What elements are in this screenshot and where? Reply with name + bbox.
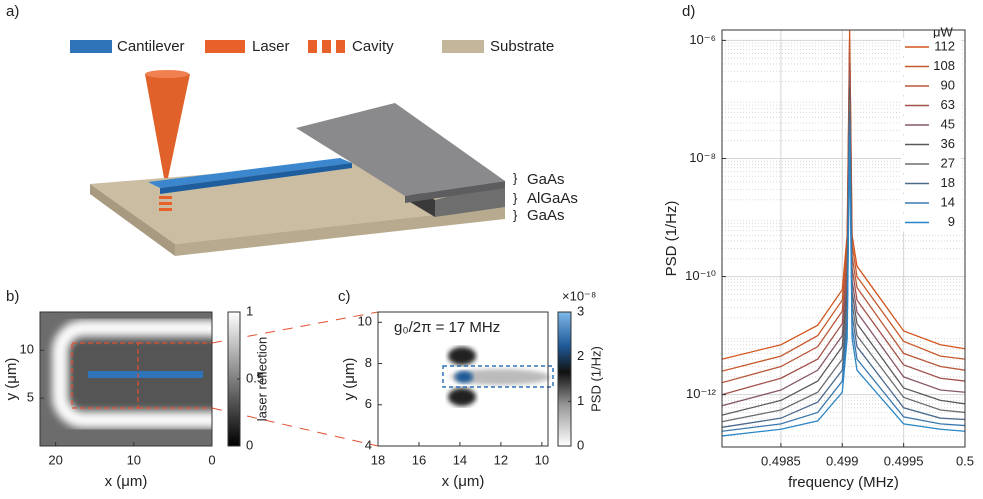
x-axis-label: frequency (MHz): [788, 474, 899, 491]
y-tick-label: 4: [365, 437, 372, 452]
panel-label: c): [338, 288, 351, 305]
colorbar-tick-label: 1: [577, 393, 584, 408]
laser-top: [145, 70, 189, 78]
colorbar-label: PSD (1/Hz): [588, 346, 603, 412]
x-axis-label: x (μm): [105, 473, 148, 490]
legend-title: μW: [933, 24, 953, 39]
brace: }: [513, 207, 518, 222]
legend-label: Laser: [252, 38, 290, 55]
legend-label: Cavity: [352, 38, 394, 55]
colorbar-tick-label: 2: [577, 348, 584, 363]
y-tick-label: 8: [365, 355, 372, 370]
y-axis-label: y (μm): [3, 358, 20, 401]
y-axis-label: PSD (1/Hz): [663, 201, 680, 277]
diagram: Cantilever Laser Cavity Substrate } } } …: [70, 38, 578, 256]
annotation: g₀/2π = 17 MHz: [394, 319, 500, 336]
x-tick-label: 0.4995: [884, 453, 924, 468]
y-axis-label: y (μm): [341, 358, 358, 401]
colorbar-multiplier: ×10⁻⁸: [562, 288, 596, 303]
legend-label: 9: [948, 214, 955, 229]
panel-label: a): [6, 3, 19, 20]
x-tick-label: 18: [371, 452, 385, 467]
x-tick-label: 10: [535, 452, 549, 467]
legend-label: 45: [941, 116, 955, 131]
colorbar-tick-label: 0: [246, 437, 253, 452]
x-tick-label: 20: [48, 452, 62, 467]
y-tick-label: 10: [20, 342, 34, 357]
figure: a) b) c) d) Cantilever Laser Cavity Subs…: [0, 0, 983, 499]
x-tick-label: 0.4985: [761, 453, 801, 468]
y-tick-label: 5: [27, 390, 34, 405]
y-tick-label: 6: [365, 396, 372, 411]
legend-label: 18: [941, 175, 955, 190]
x-axis-label: x (μm): [442, 473, 485, 490]
legend-swatch: [442, 40, 484, 53]
panel-label: d): [682, 3, 695, 20]
brace: }: [513, 190, 518, 205]
legend-label: Substrate: [490, 38, 554, 55]
x-tick-label: 12: [494, 452, 508, 467]
reflection-image: [40, 312, 235, 446]
colorbar-tick-label: 0: [577, 437, 584, 452]
x-tick-label: 0.499: [826, 453, 859, 468]
brace: }: [513, 170, 518, 185]
x-tick-label: 10: [127, 452, 141, 467]
legend-label: 14: [941, 194, 955, 209]
y-tick-label: 10⁻¹⁰: [685, 268, 716, 283]
colorbar-tick-label: 1: [246, 303, 253, 318]
x-tick-label: 16: [412, 452, 426, 467]
layer-label: GaAs: [527, 207, 565, 224]
legend-label: Cantilever: [117, 38, 185, 55]
panel-label: b): [6, 288, 19, 305]
legend-swatch: [205, 40, 245, 53]
layer-label: AlGaAs: [527, 190, 578, 207]
y-tick-label: 10⁻¹²: [686, 386, 717, 401]
legend-label: 63: [941, 97, 955, 112]
x-tick-label: 0: [208, 452, 215, 467]
laser: [145, 74, 190, 178]
legend-label: 27: [941, 155, 955, 170]
legend-label: 90: [941, 77, 955, 92]
y-tick-label: 10: [358, 314, 372, 329]
cavity: [159, 196, 172, 211]
y-tick-label: 10⁻⁸: [689, 150, 716, 165]
legend-swatch: [308, 40, 345, 53]
colorbar-tick-label: 3: [577, 303, 584, 318]
legend-swatch: [70, 40, 112, 53]
colorbar-label: laser reflection: [254, 337, 269, 422]
x-tick-label: 0.5: [956, 453, 974, 468]
x-tick-label: 14: [453, 452, 467, 467]
y-tick-label: 10⁻⁶: [689, 32, 716, 47]
legend-label: 36: [941, 136, 955, 151]
layer-label: GaAs: [527, 171, 565, 188]
colorbar: [558, 312, 571, 446]
legend-label: 112: [934, 38, 955, 53]
legend-label: 108: [933, 58, 955, 73]
